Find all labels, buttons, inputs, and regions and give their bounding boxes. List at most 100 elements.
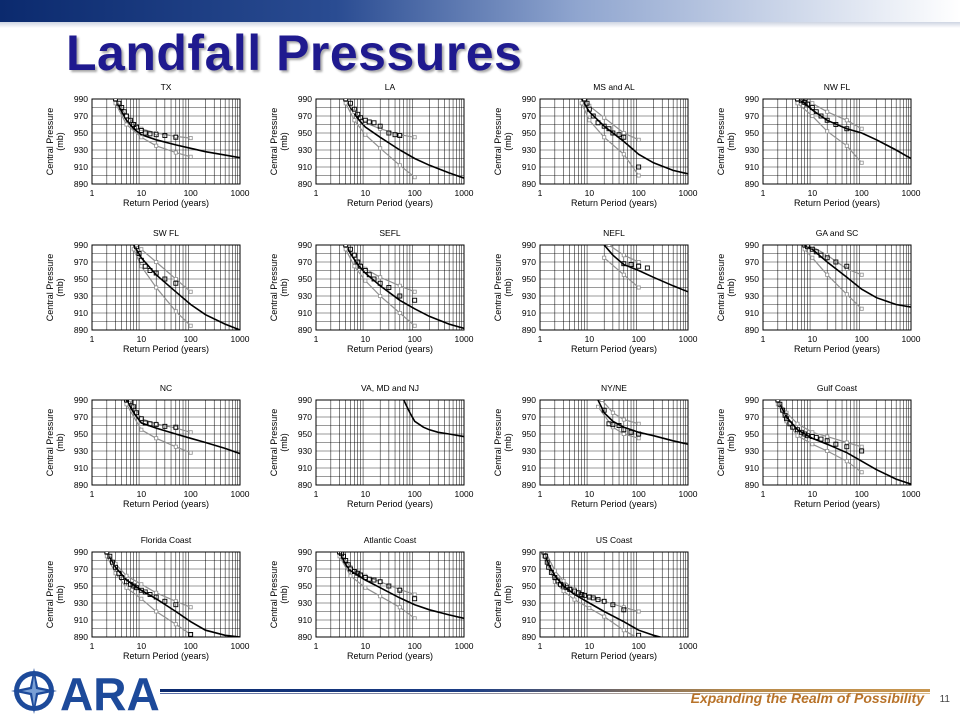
lower-confidence-point (363, 585, 368, 590)
y-axis-label: Central Pressure(mb) (269, 409, 289, 477)
upper-confidence-point (139, 247, 144, 252)
observed-point (601, 598, 607, 604)
observed-point (153, 132, 159, 138)
y-tick-label: 910 (522, 308, 536, 318)
slide-title: Landfall Pressures (66, 25, 523, 81)
observed-point (412, 596, 418, 602)
upper-confidence-point (602, 115, 607, 120)
plot-area (775, 400, 911, 485)
observed-point (116, 100, 122, 106)
lower-confidence-line (338, 556, 416, 619)
lower-confidence-point (621, 272, 626, 277)
lower-confidence-point (173, 444, 178, 449)
observed-point (584, 100, 590, 106)
upper-confidence-point (825, 434, 830, 439)
x-axis-label: Return Period (years) (794, 198, 880, 208)
y-tick-label: 930 (745, 291, 759, 301)
plot-area (795, 99, 911, 165)
chart-title: TX (161, 82, 172, 92)
upper-confidence-point (825, 109, 830, 114)
upper-confidence-point (124, 114, 129, 119)
y-tick-label: 890 (522, 480, 536, 490)
upper-confidence-point (154, 259, 159, 264)
plot-frame (315, 244, 465, 331)
x-tick-label: 10 (361, 188, 371, 198)
y-tick-label: 910 (74, 162, 88, 172)
lower-confidence-point (124, 122, 129, 127)
chart-us-coast: 1 10 100 1000 990 970 950 930 910 890 US Coast Retu… (493, 535, 698, 661)
y-tick-label: 930 (745, 446, 759, 456)
lower-confidence-point (124, 402, 129, 407)
y-tick-label: 890 (298, 480, 312, 490)
upper-confidence-point (795, 421, 800, 426)
plot-area (402, 400, 464, 438)
y-tick-label: 890 (298, 632, 312, 642)
lower-confidence-point (579, 101, 584, 106)
upper-confidence-line (345, 99, 415, 138)
upper-confidence-point (621, 417, 626, 422)
plot-area (541, 552, 664, 637)
lower-confidence-line (345, 249, 416, 327)
observed-point (606, 126, 612, 132)
lower-confidence-point (131, 247, 136, 252)
y-tick-label: 970 (74, 564, 88, 574)
lower-confidence-point (397, 163, 402, 168)
footer-rule-thin (160, 693, 930, 694)
y-tick-label: 990 (298, 94, 312, 104)
observed-point (787, 421, 793, 427)
x-tick-label: 10 (808, 334, 818, 344)
y-axis-label: Central Pressure(mb) (269, 108, 289, 176)
observed-point (153, 270, 159, 276)
x-axis-label: Return Period (years) (347, 651, 433, 661)
observed-point (809, 246, 815, 252)
x-tick-label: 1 (538, 489, 543, 499)
observed-point (351, 252, 357, 258)
lower-confidence-point (572, 597, 577, 602)
observed-point (142, 589, 148, 595)
observed-point (355, 111, 361, 117)
upper-confidence-point (412, 135, 417, 140)
lower-confidence-point (154, 436, 159, 441)
y-tick-label: 950 (522, 581, 536, 591)
observed-point (147, 131, 153, 137)
observed-point (813, 109, 819, 115)
x-axis-label: Return Period (years) (347, 499, 433, 509)
ara-logo: ARA (11, 668, 160, 718)
y-tick-label: 990 (298, 240, 312, 250)
x-tick-label: 1 (90, 489, 95, 499)
chart-title: SW FL (153, 228, 179, 238)
lower-confidence-point (844, 143, 849, 148)
y-tick-label: 930 (74, 291, 88, 301)
observed-point (134, 245, 140, 250)
upper-confidence-point (844, 118, 849, 123)
y-tick-label: 890 (74, 632, 88, 642)
plot-frame (91, 551, 241, 638)
observed-point (113, 99, 118, 102)
observed-point (582, 99, 588, 102)
x-tick-label: 1000 (455, 641, 474, 651)
y-tick-label: 910 (298, 615, 312, 625)
x-tick-label: 10 (137, 334, 147, 344)
y-tick-label: 970 (298, 257, 312, 267)
upper-confidence-point (636, 259, 641, 264)
observed-point (107, 553, 113, 559)
y-tick-label: 910 (745, 308, 759, 318)
chart-ga-and-sc: 1 10 100 1000 990 970 950 930 910 890 GA and SC Ret… (716, 228, 921, 354)
lower-confidence-point (104, 554, 109, 559)
y-tick-label: 890 (298, 325, 312, 335)
chart-nc: 1 10 100 1000 990 970 950 930 910 890 NC Return Per… (45, 383, 250, 509)
logo-wordmark: ARA (60, 668, 160, 718)
y-tick-label: 930 (745, 145, 759, 155)
lower-confidence-point (784, 419, 789, 424)
observed-point (351, 106, 357, 112)
x-tick-label: 1000 (231, 641, 250, 651)
lower-confidence-point (124, 585, 129, 590)
model-curve (804, 245, 911, 308)
x-axis-label: Return Period (years) (123, 499, 209, 509)
chart-title: US Coast (596, 535, 633, 545)
y-tick-label: 910 (522, 463, 536, 473)
x-tick-label: 100 (184, 489, 198, 499)
observed-point (371, 577, 377, 583)
y-axis-label: Central Pressure(mb) (45, 108, 65, 176)
upper-confidence-point (606, 245, 611, 247)
